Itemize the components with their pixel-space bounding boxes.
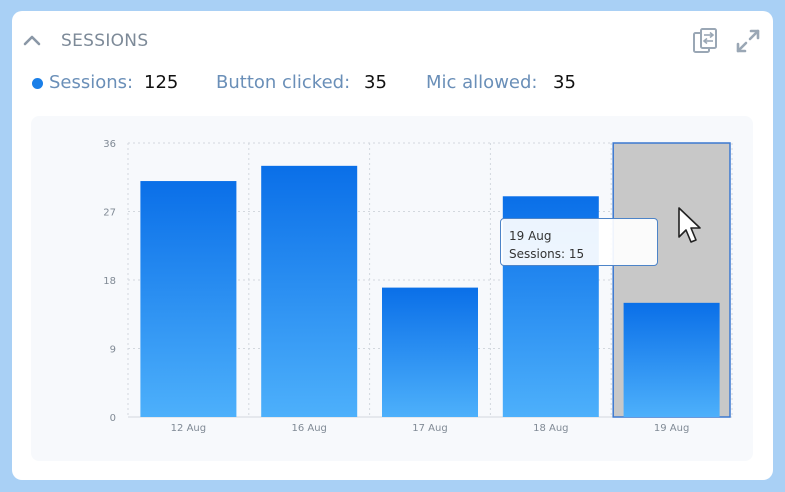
tooltip-value: Sessions: 15 — [509, 247, 585, 261]
sessions-card: SESSIONS Sessions: 125 — [12, 11, 773, 480]
chart-area: 0 9 18 27 36 12 Aug 16 Aug 17 Aug 18 Aug 19 Aug — [31, 116, 753, 461]
stat-value: 125 — [144, 72, 179, 93]
x-tick-label: 18 Aug — [533, 423, 568, 434]
x-tick-label: 12 Aug — [171, 423, 206, 434]
stat-value: 35 — [364, 72, 387, 93]
stat-button-clicked: Button clicked: 35 — [216, 72, 387, 93]
y-tick-label: 18 — [103, 276, 116, 287]
expand-icon[interactable] — [734, 27, 762, 55]
bar[interactable] — [261, 165, 358, 417]
card-title: SESSIONS — [61, 31, 149, 51]
bar-chart[interactable]: 0 9 18 27 36 12 Aug 16 Aug 17 Aug 18 Aug 19 Aug — [31, 116, 753, 461]
y-tick-label: 36 — [103, 139, 116, 150]
stat-mic-allowed: Mic allowed: 35 — [426, 72, 576, 93]
stat-label: Button clicked: — [216, 72, 351, 93]
stat-label: Mic allowed: — [426, 72, 538, 93]
sessions-legend-dot — [32, 78, 43, 89]
stat-label: Sessions: — [49, 72, 134, 93]
card-header: SESSIONS — [12, 11, 773, 71]
y-tick-label: 9 — [110, 345, 116, 356]
tooltip-date: 19 Aug — [509, 229, 552, 243]
bar[interactable] — [623, 302, 720, 417]
compare-icon[interactable] — [691, 27, 719, 55]
bar[interactable] — [140, 181, 237, 417]
chevron-up-icon[interactable] — [22, 31, 42, 51]
stat-sessions: Sessions: 125 — [32, 72, 178, 93]
y-tick-label: 27 — [103, 208, 116, 219]
bar[interactable] — [382, 287, 478, 417]
stat-value: 35 — [553, 72, 576, 93]
x-tick-label: 17 Aug — [412, 423, 447, 434]
chart-tooltip: 19 Aug Sessions: 15 — [500, 218, 658, 266]
x-tick-label: 16 Aug — [291, 423, 326, 434]
mouse-cursor-icon — [677, 206, 703, 246]
y-tick-label: 0 — [110, 413, 116, 424]
x-tick-label: 19 Aug — [654, 423, 689, 434]
